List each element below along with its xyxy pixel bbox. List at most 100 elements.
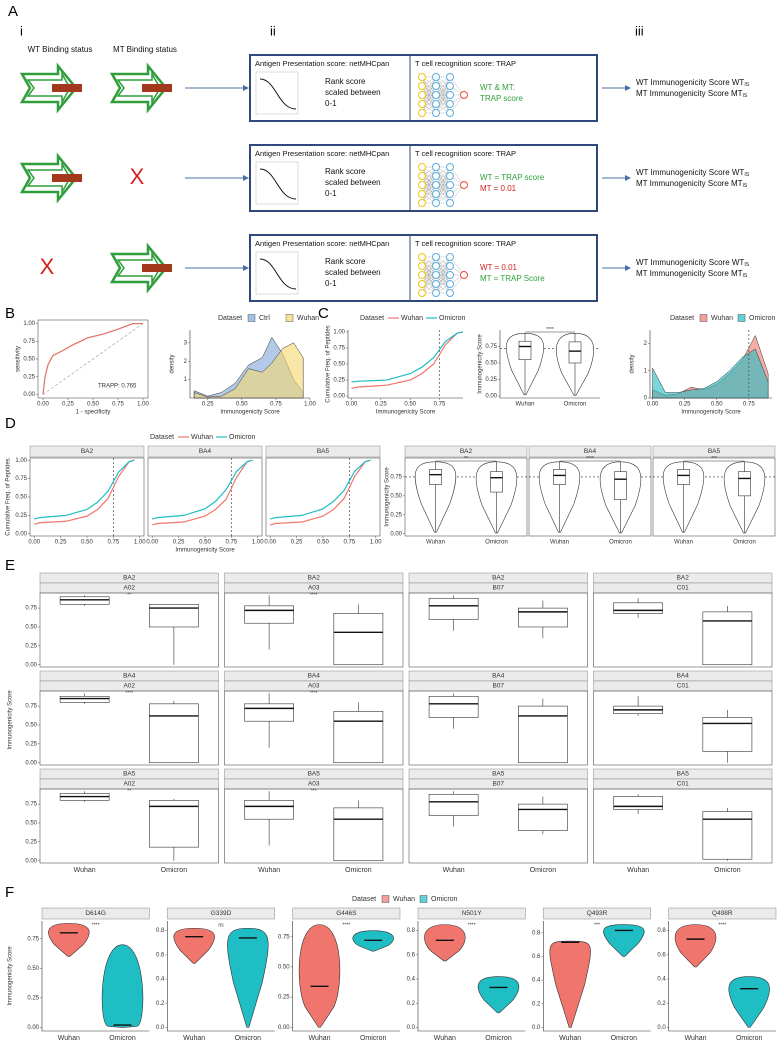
axis-lines bbox=[668, 921, 776, 1032]
y-tick-label: 0.25 bbox=[485, 377, 497, 383]
output-text: MT Immunogenicity Score MTIS bbox=[636, 89, 748, 99]
y-tick-label: 0.50 bbox=[15, 495, 27, 501]
receptor-inner bbox=[26, 71, 71, 105]
box bbox=[613, 796, 663, 810]
y-tick-label: 0.8 bbox=[407, 928, 416, 934]
facet-label: BA5 bbox=[492, 771, 505, 778]
facet-strip bbox=[41, 907, 150, 920]
y-tick-label: 2 bbox=[184, 359, 188, 365]
facet-label: BA4 bbox=[492, 673, 505, 680]
box bbox=[244, 800, 294, 820]
x-tick-label: 0.25 bbox=[291, 540, 303, 546]
edge bbox=[421, 256, 437, 285]
facet-label: BA2 bbox=[460, 448, 473, 455]
y-axis-title: Immunogenicity Score bbox=[385, 467, 391, 527]
node bbox=[418, 280, 426, 288]
y-tick-label: 0.6 bbox=[657, 952, 666, 958]
facet-strip bbox=[543, 907, 651, 920]
box bbox=[568, 341, 582, 364]
legend-label: Ctrl bbox=[259, 315, 270, 322]
y-tick-label: 2 bbox=[644, 341, 648, 347]
y-tick-label: 3 bbox=[184, 340, 188, 346]
output-sub: IS bbox=[744, 262, 749, 268]
axis-lines bbox=[499, 330, 600, 399]
x-tick-label: Omicron bbox=[611, 1035, 638, 1042]
sig-label: *** bbox=[711, 456, 717, 462]
box bbox=[702, 611, 753, 666]
output-sub: IS bbox=[744, 82, 749, 88]
legend-key bbox=[419, 895, 428, 903]
step-label: iii bbox=[635, 23, 644, 38]
x-tick-label: 0.50 bbox=[404, 402, 416, 408]
x-tick-label: Omicron bbox=[485, 1035, 512, 1042]
facet-label: BA2 bbox=[677, 575, 690, 582]
panel-frame bbox=[593, 788, 773, 864]
y-tick-label: 1 bbox=[644, 368, 648, 374]
panel-label: E bbox=[5, 557, 15, 574]
box-text: scaled between bbox=[325, 178, 381, 187]
box bbox=[59, 596, 110, 605]
y-tick-label: 0.0 bbox=[532, 1025, 541, 1031]
y-tick-label: 0.75 bbox=[25, 802, 37, 808]
peptide bbox=[142, 264, 172, 272]
violin bbox=[173, 927, 215, 964]
x-tick-label: 0.75 bbox=[344, 540, 356, 546]
legend-title: Dataset bbox=[218, 315, 242, 322]
panel-label: C bbox=[318, 305, 329, 322]
edge bbox=[421, 175, 437, 204]
box bbox=[333, 807, 384, 862]
receptor-outline bbox=[109, 242, 168, 294]
peptide bbox=[142, 84, 172, 92]
axis-lines bbox=[543, 921, 651, 1032]
x-tick-label: Omicron bbox=[161, 867, 188, 874]
box bbox=[429, 469, 442, 485]
facet-label: C01 bbox=[677, 781, 689, 788]
node bbox=[432, 199, 440, 207]
y-tick-label: 1.00 bbox=[23, 321, 35, 327]
y-tick-label: 0.50 bbox=[23, 357, 35, 363]
x-axis-title: Immunogenicity Score bbox=[175, 548, 235, 554]
y-tick-label: 1.00 bbox=[15, 458, 27, 464]
facet-label: C01 bbox=[677, 585, 689, 592]
output-main: WT Immunogenicity Score WT bbox=[636, 168, 744, 177]
facet-strip bbox=[29, 445, 145, 458]
y-tick-label: 0.00 bbox=[333, 394, 345, 400]
output-sub: IS bbox=[743, 93, 748, 99]
sig-label: **** bbox=[125, 690, 133, 696]
y-tick-label: 0.4 bbox=[156, 977, 165, 983]
data-line bbox=[152, 459, 253, 520]
node bbox=[432, 100, 440, 108]
node bbox=[432, 181, 440, 189]
y-tick-label: 0.50 bbox=[485, 361, 497, 367]
panel-frame bbox=[593, 592, 773, 668]
panel-frame bbox=[408, 592, 588, 668]
facet-label: C01 bbox=[677, 683, 689, 690]
node bbox=[418, 190, 426, 198]
panel-frame bbox=[39, 690, 219, 766]
y-tick-label: 0.6 bbox=[532, 954, 541, 960]
x-tick-label: Wuhan bbox=[434, 1035, 456, 1042]
panel-label: F bbox=[5, 884, 14, 901]
x-tick-label: Omicron bbox=[235, 1035, 262, 1042]
y-tick-label: 0.0 bbox=[407, 1025, 416, 1031]
x-tick-label: Wuhan bbox=[559, 1035, 581, 1042]
node bbox=[446, 73, 454, 81]
y-tick-label: 0.75 bbox=[23, 339, 35, 345]
x-tick-label: Omicron bbox=[485, 540, 508, 546]
receptor-outline bbox=[109, 62, 168, 114]
receptor-outline bbox=[19, 62, 78, 114]
x-tick-label: Omicron bbox=[345, 867, 372, 874]
violin bbox=[549, 940, 591, 1028]
x-tick-label: 0.50 bbox=[317, 540, 329, 546]
output-text: WT Immunogenicity Score WTIS bbox=[636, 258, 750, 268]
legend-label: Omicron bbox=[749, 315, 776, 322]
y-tick-label: 0.25 bbox=[25, 839, 37, 845]
node bbox=[446, 91, 454, 99]
y-tick-label: 0.00 bbox=[25, 662, 37, 668]
y-axis-title: density bbox=[630, 354, 636, 373]
y-tick-label: 0.75 bbox=[25, 704, 37, 710]
node bbox=[432, 73, 440, 81]
facet-label: A02 bbox=[123, 683, 135, 690]
panel-frame bbox=[29, 457, 145, 537]
